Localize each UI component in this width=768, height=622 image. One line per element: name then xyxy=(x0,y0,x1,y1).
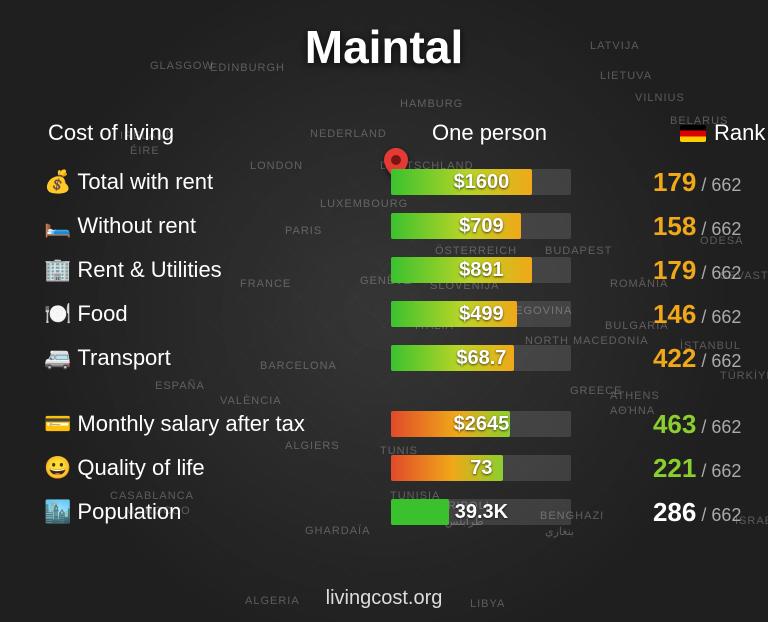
metric-bar: 39.3K xyxy=(391,499,571,525)
metric-bar: 73 xyxy=(391,455,571,481)
metric-value: $891 xyxy=(391,257,571,283)
metric-rank: 146 / 662 xyxy=(611,299,741,330)
metric-row: 💰Total with rent$1600 179 / 662 xyxy=(0,160,768,204)
metric-row: 🍽️Food$499 146 / 662 xyxy=(0,292,768,336)
metric-rank: 179 / 662 xyxy=(611,167,741,198)
header-rank: Rank xyxy=(680,120,765,146)
metric-label: Without rent xyxy=(71,213,391,239)
metric-bar: $499 xyxy=(391,301,571,327)
metric-label: Quality of life xyxy=(71,455,391,481)
metric-label: Transport xyxy=(71,345,391,371)
metric-bar: $709 xyxy=(391,213,571,239)
metric-rank: 422 / 662 xyxy=(611,343,741,374)
metric-label: Total with rent xyxy=(71,169,391,195)
metric-bar: $2645 xyxy=(391,411,571,437)
metric-value: $709 xyxy=(391,213,571,239)
map-label: NEDERLAND xyxy=(310,128,387,140)
metric-row: 😀Quality of life73 221 / 662 xyxy=(0,446,768,490)
metric-value: $68.7 xyxy=(391,345,571,371)
metric-rank: 463 / 662 xyxy=(611,409,741,440)
map-label: VILNIUS xyxy=(635,92,685,104)
metric-bar: $1600 xyxy=(391,169,571,195)
metric-value: $499 xyxy=(391,301,571,327)
data-rows: 💰Total with rent$1600 179 / 662 🛏️Without … xyxy=(0,160,768,534)
metric-rank: 158 / 662 xyxy=(611,211,741,242)
map-label: ÉIRE xyxy=(130,145,160,157)
metric-label: Population xyxy=(71,499,391,525)
metric-value: 73 xyxy=(391,455,571,481)
metric-label: Monthly salary after tax xyxy=(71,411,391,437)
metric-bar: $891 xyxy=(391,257,571,283)
metric-rank: 286 / 662 xyxy=(611,497,741,528)
header-one-person: One person xyxy=(432,120,547,146)
footer-source: livingcost.org xyxy=(0,587,768,610)
metric-icon: 🏙️ xyxy=(44,499,71,525)
map-label: HAMBURG xyxy=(400,98,463,110)
metric-icon: 🛏️ xyxy=(44,213,71,239)
metric-label: Food xyxy=(71,301,391,327)
metric-icon: 🏢 xyxy=(44,257,71,283)
metric-value: $2645 xyxy=(391,411,571,437)
metric-icon: 😀 xyxy=(44,455,71,481)
metric-value: 39.3K xyxy=(391,499,571,525)
metric-bar: $68.7 xyxy=(391,345,571,371)
metric-icon: 💰 xyxy=(44,169,71,195)
metric-row: 🏢Rent & Utilities$891 179 / 662 xyxy=(0,248,768,292)
header-cost-of-living: Cost of living xyxy=(48,120,174,146)
metric-row: 💳Monthly salary after tax$2645 463 / 662 xyxy=(0,402,768,446)
metric-icon: 💳 xyxy=(44,411,71,437)
page-title: Maintal xyxy=(0,0,768,74)
metric-rank: 179 / 662 xyxy=(611,255,741,286)
metric-row: 🚐Transport$68.7 422 / 662 xyxy=(0,336,768,380)
metric-rank: 221 / 662 xyxy=(611,453,741,484)
metric-row: 🏙️Population39.3K 286 / 662 xyxy=(0,490,768,534)
germany-flag-icon xyxy=(680,125,706,142)
metric-value: $1600 xyxy=(391,169,571,195)
metric-icon: 🚐 xyxy=(44,345,71,371)
metric-row: 🛏️Without rent$709 158 / 662 xyxy=(0,204,768,248)
metric-label: Rent & Utilities xyxy=(71,257,391,283)
metric-icon: 🍽️ xyxy=(44,301,71,327)
